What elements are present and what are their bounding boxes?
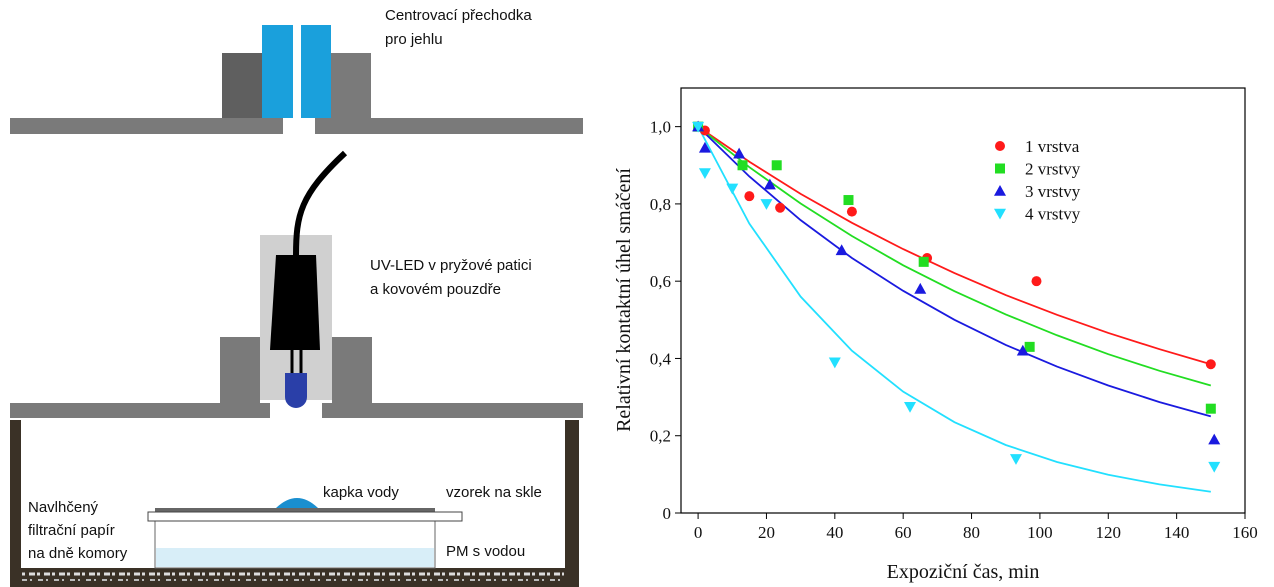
point: [775, 202, 786, 213]
y-tick-label: 0,2: [650, 427, 671, 446]
water: [156, 548, 434, 567]
point: [763, 178, 776, 190]
point: [835, 244, 848, 256]
point: [1024, 341, 1035, 352]
legend-marker: [995, 163, 1005, 174]
point: [1031, 276, 1042, 287]
point: [760, 199, 773, 210]
y-tick-label: 0,8: [650, 195, 671, 214]
adapter: [262, 25, 293, 118]
legend-marker: [994, 208, 1006, 220]
x-tick-label: 40: [826, 523, 843, 542]
point: [846, 206, 857, 217]
chamber-wall: [10, 420, 21, 587]
y-axis-label: Relativní kontaktní úhel smáčení: [613, 168, 635, 432]
legend-label: 2 vrstvy: [1025, 160, 1081, 179]
chart: Expoziční čas, min Relativní kontaktní ú…: [613, 87, 1258, 583]
label: kapka vody: [323, 484, 399, 501]
label: Navlhčený: [28, 499, 99, 516]
legend-label: 1 vrstva: [1025, 137, 1080, 156]
x-tick-label: 140: [1164, 523, 1190, 542]
point: [828, 357, 841, 369]
diagram: Centrovací přechodka pro jehlu UV-LED v …: [10, 7, 583, 587]
point: [1205, 403, 1216, 414]
glass: [147, 511, 463, 522]
y-tick-label: 0,6: [650, 272, 671, 291]
x-axis-label: Expoziční čas, min: [887, 561, 1040, 583]
label: a kovovém pouzdře: [370, 281, 501, 298]
point: [726, 183, 739, 195]
plate: [10, 118, 283, 134]
adapter: [301, 25, 331, 118]
point: [1205, 359, 1216, 370]
drop: [276, 498, 318, 508]
label: PM s vodou: [446, 543, 525, 560]
led-base: [270, 255, 320, 350]
x-tick-label: 60: [895, 523, 912, 542]
point: [733, 147, 746, 159]
plate: [322, 403, 583, 418]
fit-line: [697, 125, 1212, 366]
label: filtrační papír: [28, 522, 115, 539]
sample: [155, 508, 435, 512]
chamber-wall: [565, 420, 579, 587]
fit-line: [697, 126, 1211, 493]
point: [698, 141, 711, 153]
plot-frame: [680, 87, 1246, 514]
point: [771, 160, 782, 171]
led: [285, 373, 307, 408]
label: na dně komory: [28, 545, 128, 562]
block: [222, 53, 262, 118]
plate: [10, 403, 270, 418]
x-tick-label: 100: [1027, 523, 1053, 542]
point: [1208, 433, 1221, 445]
point: [737, 160, 748, 171]
block: [220, 337, 260, 403]
fit-line: [697, 125, 1212, 387]
legend-label: 3 vrstvy: [1025, 182, 1081, 201]
point: [918, 256, 929, 267]
point: [698, 168, 711, 179]
label: UV-LED v pryžové patici: [370, 257, 532, 274]
legend-marker: [994, 185, 1006, 196]
point: [744, 191, 755, 202]
point: [914, 282, 927, 294]
x-tick-label: 20: [758, 523, 775, 542]
plate: [315, 118, 583, 134]
y-tick-label: 0: [663, 504, 672, 523]
label: Centrovací přechodka: [385, 7, 532, 24]
point: [1016, 344, 1029, 356]
legend-label: 4 vrstvy: [1025, 205, 1081, 224]
legend-marker: [995, 141, 1005, 151]
point: [904, 401, 917, 413]
point: [692, 121, 705, 133]
x-tick-label: 0: [694, 523, 703, 542]
label: vzorek na skle: [446, 484, 542, 501]
y-tick-label: 0,4: [650, 349, 672, 368]
y-tick-label: 1,0: [650, 118, 671, 137]
label: pro jehlu: [385, 31, 443, 48]
point: [1208, 461, 1221, 473]
chamber-floor: [21, 568, 565, 587]
block: [332, 337, 372, 403]
x-tick-label: 120: [1096, 523, 1122, 542]
x-tick-label: 80: [963, 523, 980, 542]
block: [331, 53, 371, 118]
cable: [293, 150, 348, 257]
point: [843, 195, 854, 206]
x-tick-label: 160: [1232, 523, 1258, 542]
point: [1009, 454, 1022, 465]
